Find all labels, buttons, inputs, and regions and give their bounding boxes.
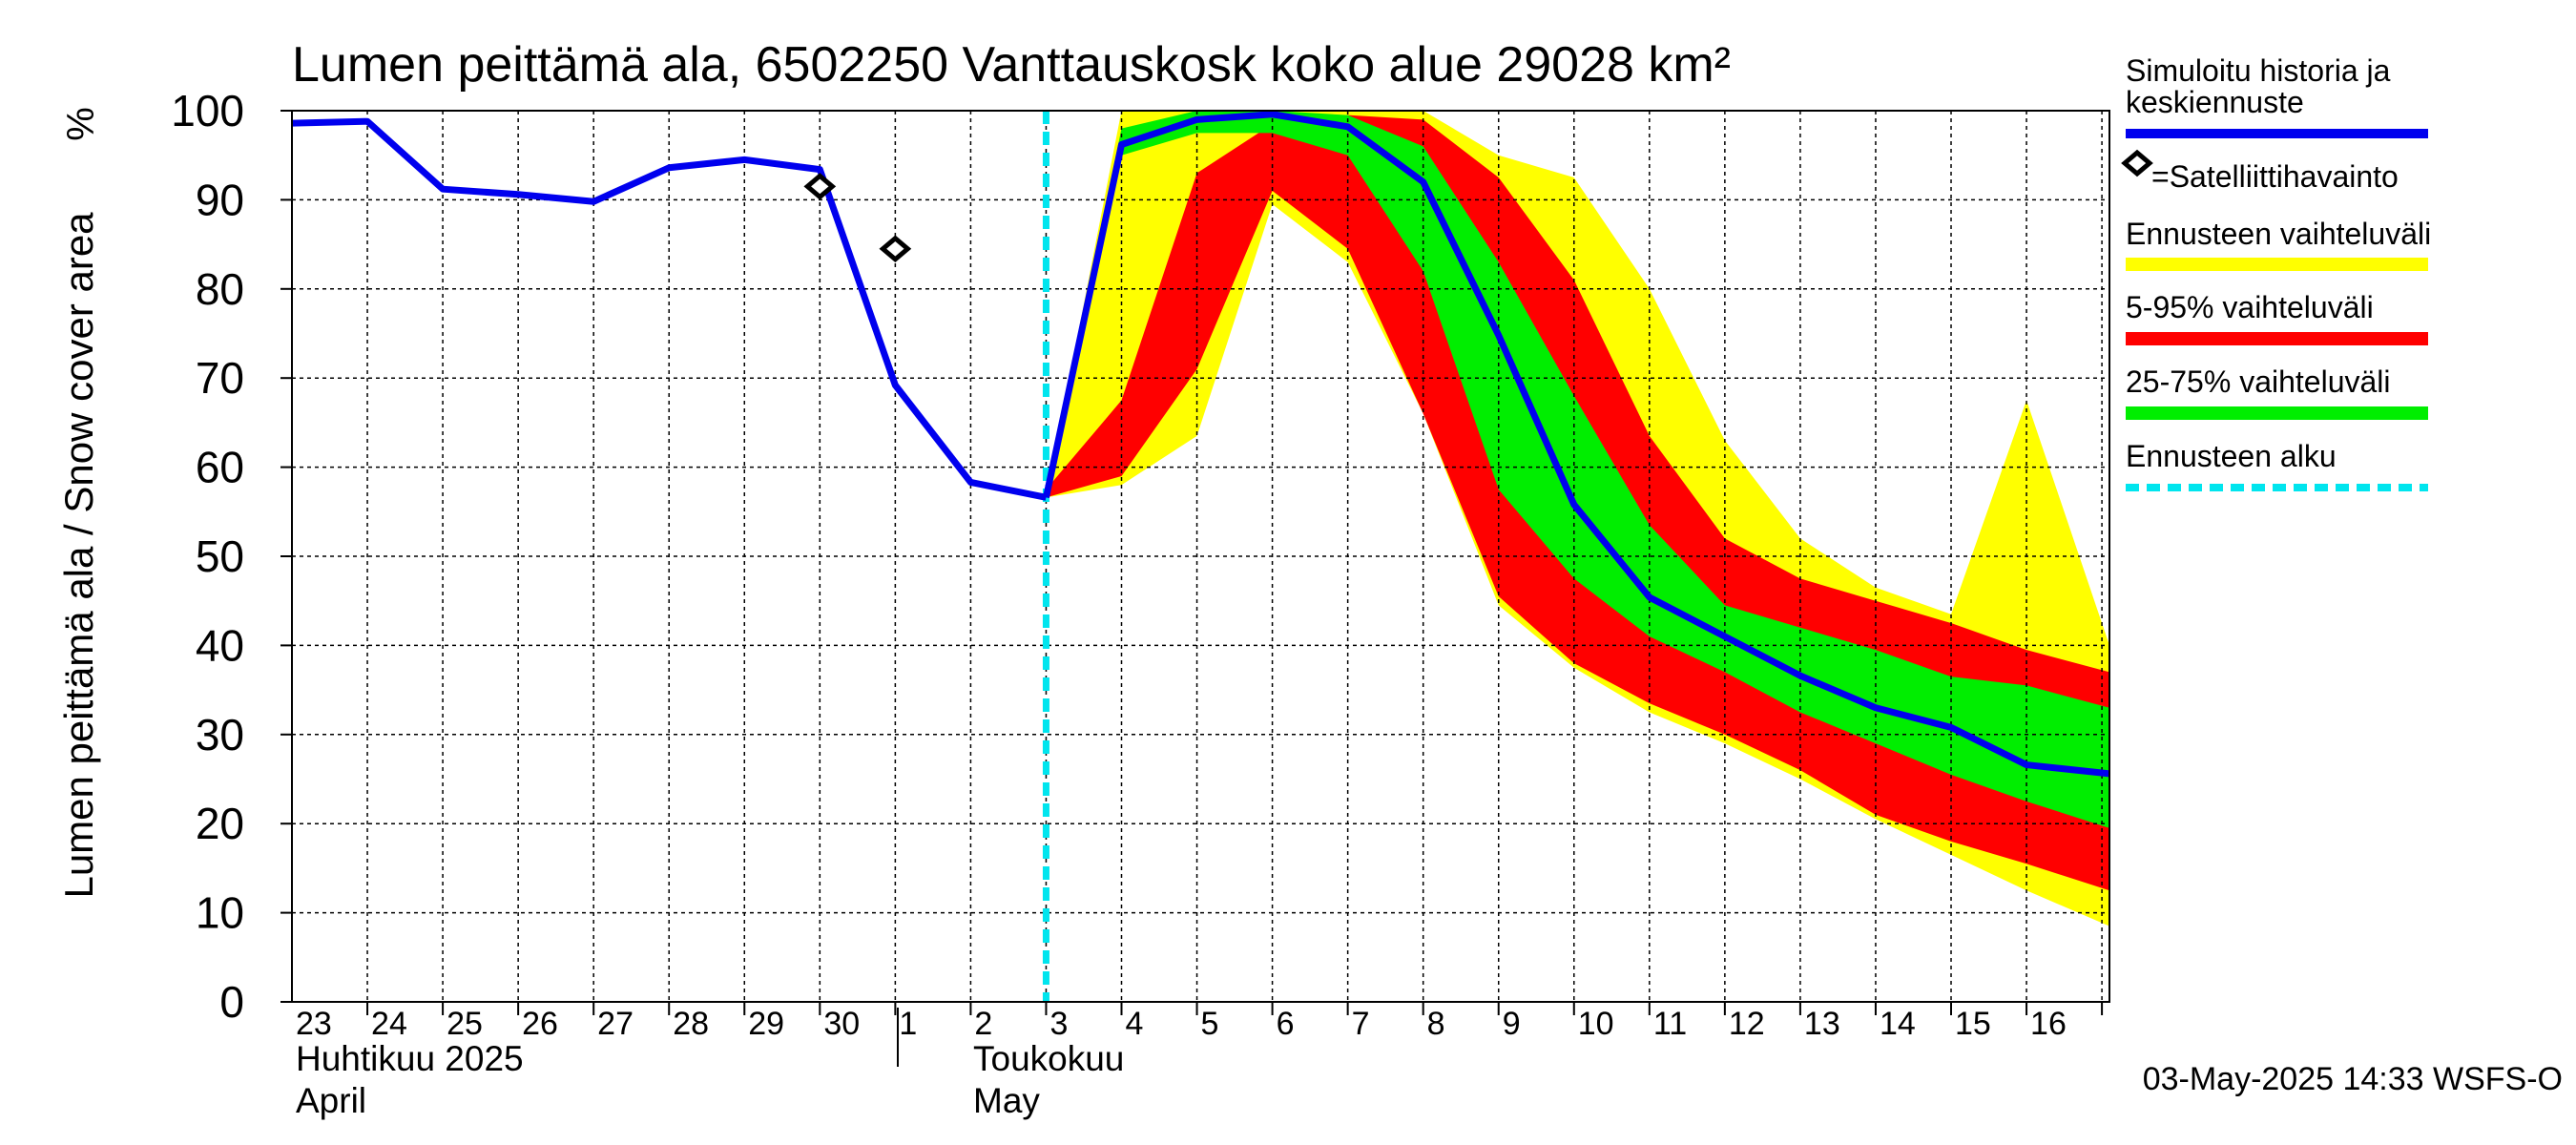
x-tick-label: 23 xyxy=(296,1006,332,1042)
legend-history-label-1: Simuloitu historia ja xyxy=(2126,53,2391,88)
history-line xyxy=(291,117,1048,501)
y-tick-label: 100 xyxy=(171,86,244,135)
legend-range-5-95-label: 5-95% vaihteluväli xyxy=(2126,290,2374,324)
x-tick-label: 7 xyxy=(1352,1006,1370,1042)
x-tick-label: 12 xyxy=(1729,1006,1765,1042)
y-tick-label: 80 xyxy=(196,264,244,314)
timestamp-footer: 03-May-2025 14:33 WSFS-O xyxy=(2143,1061,2563,1097)
x-tick-label: 9 xyxy=(1503,1006,1521,1042)
y-tick-label: 90 xyxy=(196,175,244,224)
y-unit-label: % xyxy=(60,107,102,141)
month-label-april-fi: Huhtikuu 2025 xyxy=(296,1039,524,1078)
legend: Simuloitu historia ja keskiennuste =Sate… xyxy=(2121,53,2431,491)
x-tick-label: 15 xyxy=(1955,1006,1991,1042)
y-axis-ticks: 0 10 20 30 40 50 60 70 80 90 100 xyxy=(171,86,292,1027)
x-tick-label: 27 xyxy=(597,1006,634,1042)
satellite-observation-marker xyxy=(879,235,912,263)
y-tick-label: 50 xyxy=(196,531,244,581)
y-tick-label: 70 xyxy=(196,353,244,403)
forecast-bands xyxy=(1046,111,2109,926)
x-tick-label: 29 xyxy=(748,1006,784,1042)
month-label-april-en: April xyxy=(296,1081,366,1120)
x-tick-label: 24 xyxy=(371,1006,407,1042)
month-label-may-en: May xyxy=(973,1081,1040,1120)
y-tick-label: 10 xyxy=(196,888,244,938)
y-tick-label: 30 xyxy=(196,710,244,760)
median-forecast-line xyxy=(1043,111,2110,778)
x-tick-label: 6 xyxy=(1277,1006,1295,1042)
y-tick-label: 60 xyxy=(196,443,244,492)
x-tick-label: 14 xyxy=(1880,1006,1916,1042)
x-axis-ticks: 23 24 25 26 27 28 29 30 1 2 3 4 5 6 7 8 9 10 11 12 13 14 15 16 xyxy=(296,1002,2104,1042)
x-tick-label: 2 xyxy=(974,1006,992,1042)
x-tick-label: 13 xyxy=(1804,1006,1840,1042)
legend-history-label-2: keskiennuste xyxy=(2126,85,2304,119)
legend-satellite-label: =Satelliittihavainto xyxy=(2151,159,2399,194)
x-tick-label: 1 xyxy=(899,1006,917,1042)
x-tick-label: 4 xyxy=(1126,1006,1144,1042)
legend-satellite-marker xyxy=(2121,149,2153,177)
x-tick-label: 26 xyxy=(522,1006,558,1042)
legend-forecast-start-label: Ennusteen alku xyxy=(2126,439,2337,473)
chart-title: Lumen peittämä ala, 6502250 Vanttauskosk… xyxy=(292,37,1731,93)
y-tick-label: 20 xyxy=(196,799,244,848)
y-tick-label: 40 xyxy=(196,620,244,670)
x-tick-label: 16 xyxy=(2030,1006,2067,1042)
x-tick-label: 10 xyxy=(1578,1006,1614,1042)
satellite-observation-marker xyxy=(803,173,837,200)
x-tick-label: 8 xyxy=(1427,1006,1445,1042)
y-axis-label: Lumen peittämä ala / Snow cover area xyxy=(56,212,101,899)
x-tick-label: 30 xyxy=(823,1006,860,1042)
x-tick-label: 28 xyxy=(673,1006,709,1042)
x-tick-label: 25 xyxy=(447,1006,483,1042)
y-tick-label: 0 xyxy=(219,977,244,1027)
series-lines xyxy=(291,111,2110,1002)
x-tick-label: 11 xyxy=(1653,1006,1687,1042)
legend-range-full-label: Ennusteen vaihteluväli xyxy=(2126,217,2431,251)
legend-range-25-75-label: 25-75% vaihteluväli xyxy=(2126,364,2391,399)
month-label-may-fi: Toukokuu xyxy=(973,1039,1124,1078)
band-25-75 xyxy=(1046,111,2109,828)
x-tick-label: 3 xyxy=(1049,1006,1068,1042)
x-tick-label: 5 xyxy=(1201,1006,1219,1042)
